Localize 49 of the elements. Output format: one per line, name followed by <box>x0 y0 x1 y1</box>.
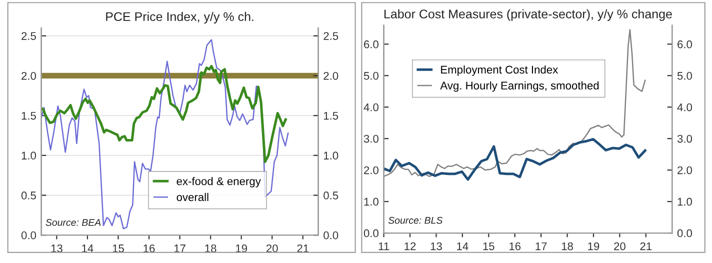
y-tick-label: 1.0 <box>22 152 36 160</box>
x-tick-label: 11 <box>378 242 389 250</box>
y-tick-label: 2.5 <box>22 32 36 40</box>
y-tick-label: 1.0 <box>364 198 378 206</box>
y2-tick-label: 6.0 <box>678 40 692 48</box>
annotation: Source: BEA <box>46 219 101 226</box>
x-tick-label: 15 <box>483 242 494 250</box>
y2-tick-label: 1.0 <box>678 198 692 206</box>
line-series <box>384 29 646 177</box>
y-tick-label: 4.0 <box>364 103 378 112</box>
y-tick-label: 0.0 <box>21 231 36 240</box>
legend-label: Avg. Hourly Earnings, smoothed <box>440 81 599 92</box>
y2-tick-label: 1.5 <box>324 112 338 120</box>
x-tick-label: 12 <box>404 242 416 250</box>
y-tick-label: 5.0 <box>364 72 378 80</box>
legend-label: ex-food & energy <box>176 177 261 188</box>
y2-tick-label: 4.0 <box>677 103 692 112</box>
legend-label: overall <box>176 192 208 202</box>
line-series <box>41 64 287 164</box>
y2-tick-label: 0.5 <box>324 192 338 200</box>
x-tick-label: 13 <box>430 242 442 250</box>
y-tick-label: 2.0 <box>364 166 378 174</box>
y2-tick-label: 2.0 <box>324 72 338 80</box>
y-tick-label: 2.0 <box>22 72 36 80</box>
line-series <box>41 39 289 230</box>
y2-tick-label: 0.0 <box>324 231 338 240</box>
chart-title: Labor Cost Measures (private-sector), y/y % change <box>384 9 672 21</box>
y2-tick-label: 3.0 <box>677 134 692 143</box>
y-tick-label: 3.0 <box>364 134 378 143</box>
y2-tick-label: 5.0 <box>677 72 692 80</box>
x-tick-label: 17 <box>536 242 547 250</box>
y-tick-label: 0.5 <box>21 192 36 200</box>
annotation: Source: BLS <box>388 216 443 224</box>
chart-title: PCE Price Index, y/y % ch. <box>106 12 254 24</box>
y-tick-label: 1.5 <box>22 112 36 120</box>
y-tick-label: 6.0 <box>364 40 378 48</box>
x-tick-label: 21 <box>640 242 652 250</box>
y2-tick-label: 0.0 <box>677 229 692 238</box>
x-tick-label: 18 <box>562 242 573 250</box>
x-tick-label: 20 <box>614 242 626 250</box>
y-tick-label: 0.0 <box>364 229 378 238</box>
y2-tick-label: 1.0 <box>324 152 338 160</box>
line-series <box>384 138 646 181</box>
x-tick-label: 14 <box>457 242 468 250</box>
y2-tick-label: 2.5 <box>324 32 338 40</box>
x-tick-label: 16 <box>510 242 521 250</box>
legend-label: Employment Cost Index <box>441 65 558 76</box>
x-tick-label: 19 <box>588 242 600 250</box>
y2-tick-label: 2.0 <box>678 166 692 174</box>
